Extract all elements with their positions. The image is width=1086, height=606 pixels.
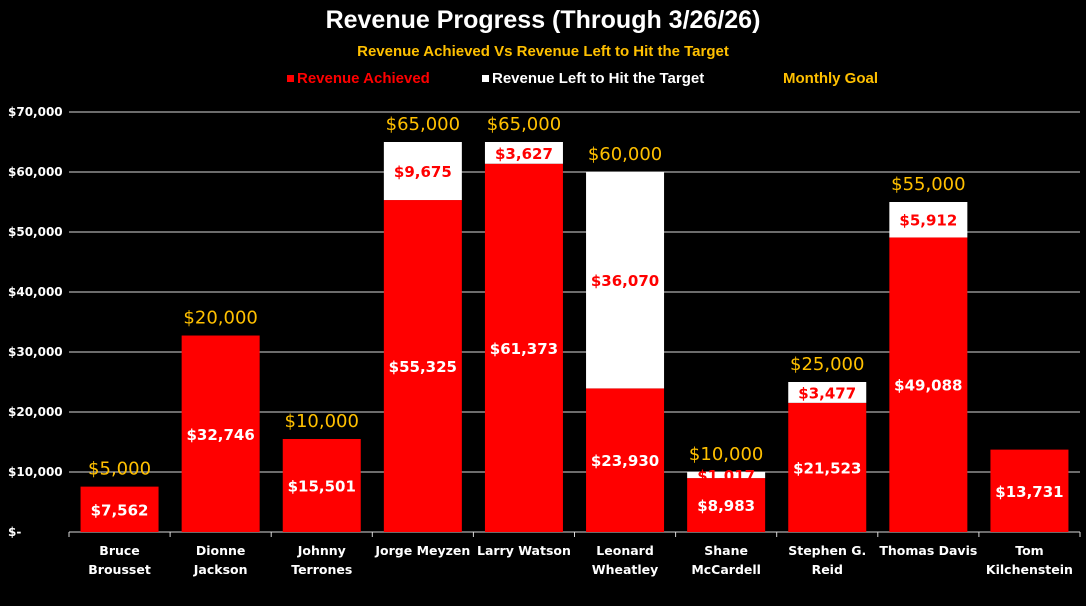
bar-achieved: [383, 200, 462, 533]
category-label: Larry Watson: [477, 543, 571, 558]
chart-subtitle: Revenue Achieved Vs Revenue Left to Hit …: [357, 43, 729, 60]
remaining-value-label: $36,070: [591, 272, 659, 290]
bar-achieved: [586, 388, 665, 532]
category-label: Reid: [812, 562, 843, 577]
legend-label-goal: Monthly Goal: [783, 70, 878, 87]
achieved-value-label: $49,088: [894, 377, 962, 395]
category-label: Wheatley: [592, 562, 659, 577]
bar-remaining: [383, 142, 462, 201]
category-label: Terrones: [291, 562, 352, 577]
category-label: Brousset: [88, 562, 151, 577]
legend-swatch-remaining: [482, 75, 489, 82]
goal-value-label: $55,000: [891, 174, 965, 195]
category-label: McCardell: [691, 562, 761, 577]
category-label: Jorge Meyzen: [374, 543, 470, 558]
bar-remaining: [586, 172, 665, 389]
category-label: Stephen G.: [788, 543, 866, 558]
category-label: Thomas Davis: [879, 543, 977, 558]
category-label: Tom: [1015, 543, 1043, 558]
goal-value-label: $60,000: [588, 144, 662, 165]
remaining-value-label: $3,477: [798, 384, 856, 402]
achieved-value-label: $32,746: [186, 426, 254, 444]
remaining-value-label: $5,912: [899, 212, 957, 230]
chart-title: Revenue Progress (Through 3/26/26): [325, 6, 761, 34]
goal-value-label: $20,000: [183, 308, 257, 329]
y-tick-label: $70,000: [8, 105, 63, 119]
y-tick-label: $40,000: [8, 285, 63, 299]
achieved-value-label: $23,930: [591, 452, 659, 470]
category-label: Johnny: [297, 543, 346, 558]
category-label: Leonard: [596, 543, 653, 558]
legend: Revenue Achieved Revenue Left to Hit the…: [0, 70, 1086, 90]
bar-achieved: [687, 478, 766, 532]
legend-label-achieved: Revenue Achieved: [297, 70, 430, 87]
achieved-value-label: $61,373: [490, 340, 558, 358]
category-label: Shane: [704, 543, 748, 558]
remaining-value-label: $1,017: [697, 467, 755, 485]
goal-value-label: $5,000: [88, 459, 151, 480]
legend-label-remaining: Revenue Left to Hit the Target: [492, 70, 705, 87]
category-label: Bruce: [99, 543, 139, 558]
achieved-value-label: $15,501: [288, 477, 356, 495]
achieved-value-label: $55,325: [389, 358, 457, 376]
legend-item-goal: Monthly Goal: [783, 70, 878, 87]
y-tick-label: $20,000: [8, 405, 63, 419]
remaining-value-label: $9,675: [394, 163, 452, 181]
category-label: Kilchenstein: [986, 562, 1073, 577]
y-tick-label: $50,000: [8, 225, 63, 239]
legend-item-remaining: Revenue Left to Hit the Target: [482, 70, 704, 87]
achieved-value-label: $21,523: [793, 459, 861, 477]
y-tick-label: $30,000: [8, 345, 63, 359]
legend-swatch-achieved: [287, 75, 294, 82]
achieved-value-label: $8,983: [697, 497, 755, 515]
bar-remaining: [889, 202, 968, 238]
y-tick-label: $-: [8, 525, 21, 539]
bar-remaining: [484, 142, 563, 164]
achieved-value-label: $7,562: [91, 501, 149, 519]
remaining-value-label: $3,627: [495, 145, 553, 163]
achieved-value-label: $13,731: [995, 483, 1063, 501]
bar-achieved: [80, 486, 159, 532]
bar-remaining: [788, 382, 867, 403]
y-tick-label: $60,000: [8, 165, 63, 179]
goal-value-label: $65,000: [487, 114, 561, 135]
category-label: Dionne: [196, 543, 246, 558]
bar-remaining: [687, 472, 766, 479]
legend-item-achieved: Revenue Achieved: [287, 70, 430, 87]
goal-value-label: $10,000: [285, 411, 359, 432]
bar-achieved: [788, 402, 867, 532]
goal-value-label: $10,000: [689, 444, 763, 465]
bar-achieved: [990, 449, 1069, 532]
goal-value-label: $65,000: [386, 114, 460, 135]
bar-achieved: [282, 438, 361, 532]
y-tick-label: $10,000: [8, 465, 63, 479]
bar-achieved: [889, 237, 968, 533]
goal-value-label: $25,000: [790, 354, 864, 375]
bar-achieved: [181, 335, 260, 532]
category-label: Jackson: [193, 562, 248, 577]
bar-achieved: [484, 163, 563, 532]
